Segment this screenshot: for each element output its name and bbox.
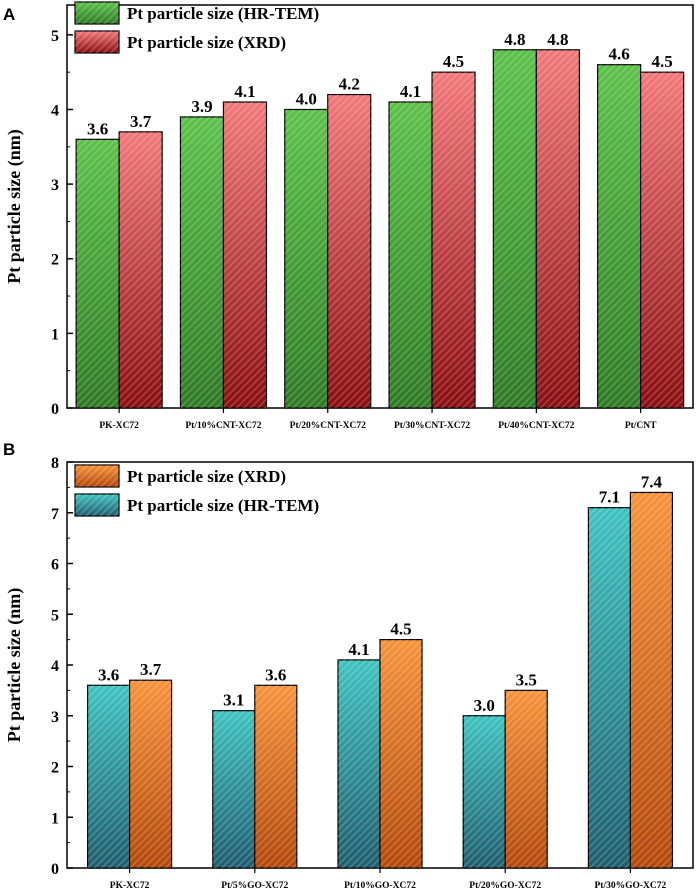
- bar-hatch: [223, 102, 267, 408]
- bar-hatch: [212, 710, 255, 868]
- data-label: 7.4: [641, 472, 663, 491]
- bar-hatch: [389, 102, 433, 408]
- data-label: 4.8: [504, 30, 525, 49]
- data-label: 3.6: [87, 119, 108, 138]
- legend-swatch-hatch: [75, 465, 119, 487]
- y-tick-label: 6: [51, 557, 59, 574]
- bar-hatch: [180, 116, 224, 408]
- bar-hatch: [76, 139, 120, 409]
- y-tick-label: 7: [51, 506, 59, 523]
- y-tick-label: 2: [51, 252, 59, 269]
- data-label: 4.2: [339, 75, 360, 94]
- bar-hatch: [254, 685, 297, 868]
- bar-hatch: [87, 685, 130, 868]
- bar-hatch: [630, 492, 673, 868]
- y-tick-label: 1: [51, 326, 59, 343]
- y-tick-label: 2: [51, 760, 59, 777]
- x-tick-label: Pt/40%CNT-XC72: [498, 421, 574, 431]
- bar-hatch: [588, 507, 631, 868]
- x-tick-label: Pt/20%GO-XC72: [469, 881, 541, 890]
- bar-hatch: [380, 639, 422, 868]
- legend-swatch-hatch: [75, 31, 119, 53]
- x-tick-label: Pt/CNT: [625, 421, 657, 431]
- y-tick-label: 0: [51, 861, 59, 878]
- bar-hatch: [119, 131, 163, 409]
- data-label: 4.5: [443, 52, 464, 71]
- y-tick-label: 1: [51, 810, 59, 827]
- legend-label: Pt particle size (XRD): [127, 33, 286, 52]
- panel-letter: A: [3, 5, 15, 24]
- y-tick-label: 4: [51, 102, 59, 119]
- y-axis-title: Pt particle size (nm): [4, 588, 25, 742]
- data-label: 4.1: [234, 82, 255, 101]
- y-tick-label: 3: [51, 177, 59, 194]
- y-tick-label: 0: [51, 401, 59, 418]
- legend-label: Pt particle size (HR-TEM): [127, 496, 319, 515]
- bar-hatch: [505, 690, 548, 868]
- bar-hatch: [338, 659, 380, 868]
- legend-swatch-hatch: [75, 494, 119, 516]
- bar-hatch: [129, 680, 172, 868]
- data-label: 4.5: [390, 620, 411, 639]
- y-axis-title: Pt particle size (nm): [4, 129, 25, 283]
- bar-hatch: [284, 109, 328, 409]
- x-tick-label: PK-XC72: [110, 881, 150, 890]
- legend-label: Pt particle size (XRD): [127, 467, 286, 486]
- y-tick-label: 4: [51, 658, 59, 675]
- data-label: 4.8: [547, 30, 568, 49]
- data-label: 4.1: [400, 82, 421, 101]
- data-label: 3.5: [516, 670, 537, 689]
- y-tick-label: 5: [51, 607, 59, 624]
- data-label: 3.6: [265, 665, 286, 684]
- data-label: 3.7: [140, 660, 162, 679]
- plot-frame: [66, 4, 694, 409]
- bar-hatch: [536, 49, 580, 409]
- data-label: 4.1: [348, 640, 369, 659]
- data-label: 4.0: [296, 89, 317, 108]
- data-label: 4.6: [609, 45, 630, 64]
- x-tick-label: PK-XC72: [99, 421, 139, 431]
- data-label: 3.6: [98, 665, 119, 684]
- data-label: 3.0: [474, 696, 495, 715]
- bar-hatch: [327, 94, 371, 409]
- data-label: 4.5: [652, 52, 673, 71]
- bar-hatch: [640, 72, 684, 409]
- y-tick-label: 8: [51, 455, 59, 472]
- x-tick-label: Pt/5%GO-XC72: [221, 881, 288, 890]
- panel-a-chart: A 0 1 2 3 4 5 Pt particle size (nm) 3.6 3.7 PK-XC7…: [3, 1, 694, 431]
- x-tick-label: Pt/30%GO-XC72: [595, 881, 667, 890]
- y-tick-label: 5: [51, 28, 59, 45]
- x-tick-label: Pt/30%CNT-XC72: [394, 421, 470, 431]
- data-label: 3.9: [191, 97, 212, 116]
- bar-hatch: [432, 72, 476, 409]
- legend-swatch-hatch: [75, 2, 119, 24]
- data-label: 7.1: [599, 488, 620, 507]
- legend-label: Pt particle size (HR-TEM): [127, 4, 319, 23]
- x-tick-label: Pt/10%GO-XC72: [344, 881, 416, 890]
- data-label: 3.7: [130, 112, 152, 131]
- bar-hatch: [463, 715, 506, 868]
- bar-hatch: [493, 49, 537, 409]
- y-tick-label: 3: [51, 709, 59, 726]
- bar-hatch: [597, 64, 641, 408]
- data-label: 3.1: [223, 691, 244, 710]
- panel-letter: B: [3, 440, 15, 459]
- x-tick-label: Pt/10%CNT-XC72: [185, 421, 261, 431]
- x-tick-label: Pt/20%CNT-XC72: [290, 421, 366, 431]
- panel-b-chart: B 0 1 2 3 4 5 6 7 8 Pt particle size (nm) 3.6 3.7 PK-…: [3, 440, 694, 890]
